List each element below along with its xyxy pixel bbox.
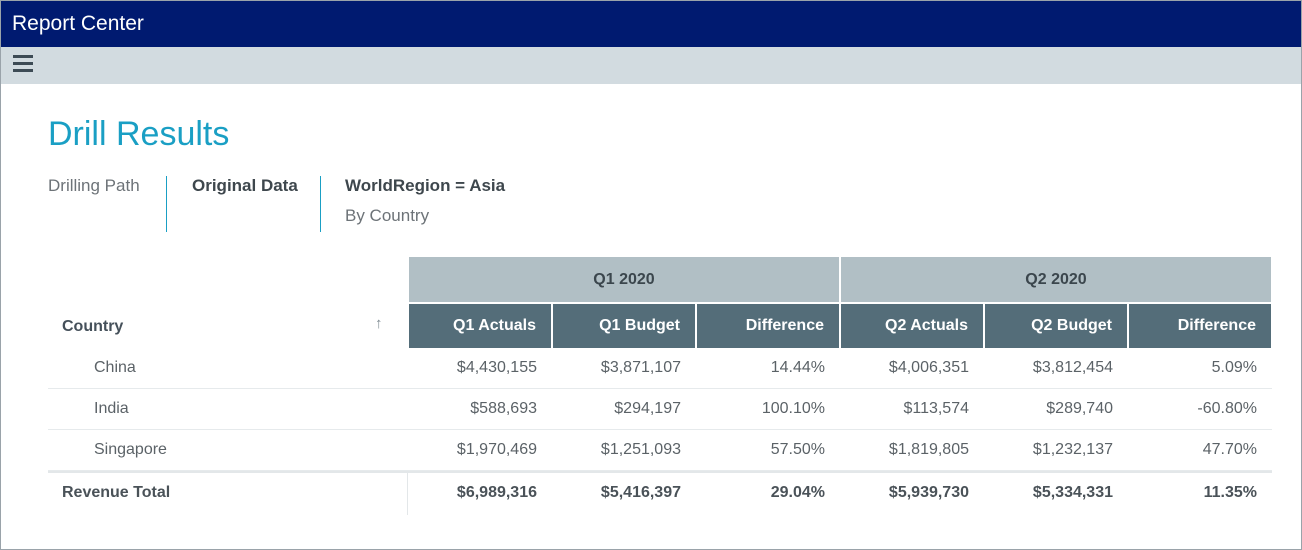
cell-q2-actuals: $4,006,351: [888, 359, 969, 376]
cell-q2-difference: -60.80%: [1197, 400, 1257, 417]
column-header-q1-actuals[interactable]: Q1 Actuals: [409, 304, 551, 348]
column-header-q1-budget[interactable]: Q1 Budget: [553, 304, 695, 348]
toolbar: [1, 47, 1301, 84]
country-name: Singapore: [94, 441, 167, 458]
page-title: Drill Results: [48, 115, 230, 153]
sort-ascending-icon[interactable]: ↑: [375, 315, 383, 332]
breadcrumb-divider: [166, 176, 167, 232]
cell-q1-actuals: $1,970,469: [456, 441, 537, 458]
total-label: Revenue Total: [62, 484, 171, 501]
column-header-q1-difference[interactable]: Difference: [697, 304, 839, 348]
country-name: India: [94, 400, 129, 417]
total-q2-actuals: $5,939,730: [888, 484, 969, 501]
breadcrumb-divider: [320, 176, 321, 232]
cell-q1-difference: 14.44%: [770, 359, 825, 376]
cell-q1-actuals: $588,693: [470, 400, 537, 417]
app-title-bar: Report Center: [1, 1, 1301, 47]
cell-q1-budget: $294,197: [614, 400, 681, 417]
breadcrumb-original-data[interactable]: Original Data: [192, 176, 298, 195]
total-q2-difference: 11.35%: [1203, 484, 1257, 501]
cell-q1-budget: $3,871,107: [600, 359, 681, 376]
country-name: China: [94, 359, 136, 376]
breadcrumb-filter[interactable]: WorldRegion = Asia: [345, 176, 506, 195]
total-q1-difference: 29.04%: [770, 484, 825, 501]
column-header-q2-budget[interactable]: Q2 Budget: [985, 304, 1127, 348]
cell-q1-difference: 100.10%: [761, 400, 825, 417]
table-row[interactable]: China $4,430,155 $3,871,107 14.44% $4,00…: [48, 348, 1272, 389]
cell-q2-difference: 5.09%: [1211, 359, 1257, 376]
cell-q2-difference: 47.70%: [1202, 441, 1257, 458]
breadcrumb-subtitle: By Country: [345, 206, 430, 225]
cell-q2-actuals: $113,574: [903, 400, 969, 417]
total-q2-budget: $5,334,331: [1032, 484, 1113, 501]
group-header-q2: Q2 2020: [841, 257, 1271, 302]
app-title: Report Center: [12, 12, 144, 35]
total-q1-actuals: $6,989,316: [456, 484, 537, 501]
group-header-q1: Q1 2020: [409, 257, 839, 302]
cell-q2-actuals: $1,819,805: [888, 441, 969, 458]
cell-q2-budget: $289,740: [1046, 400, 1113, 417]
total-row: Revenue Total $6,989,316 $5,416,397 29.0…: [48, 471, 1272, 515]
cell-q2-budget: $3,812,454: [1032, 359, 1113, 376]
column-header-q2-difference[interactable]: Difference: [1129, 304, 1271, 348]
total-q1-budget: $5,416,397: [600, 484, 681, 501]
hamburger-menu-icon[interactable]: [13, 55, 35, 73]
column-header-country[interactable]: Country: [62, 318, 124, 335]
table-row[interactable]: Singapore $1,970,469 $1,251,093 57.50% $…: [48, 430, 1272, 471]
drilling-path-label: Drilling Path: [48, 176, 140, 195]
cell-q1-actuals: $4,430,155: [456, 359, 537, 376]
cell-q1-budget: $1,251,093: [600, 441, 681, 458]
column-header-q2-actuals[interactable]: Q2 Actuals: [841, 304, 983, 348]
cell-q1-difference: 57.50%: [770, 441, 825, 458]
table-row[interactable]: India $588,693 $294,197 100.10% $113,574…: [48, 389, 1272, 430]
total-divider: [407, 473, 408, 515]
cell-q2-budget: $1,232,137: [1032, 441, 1113, 458]
